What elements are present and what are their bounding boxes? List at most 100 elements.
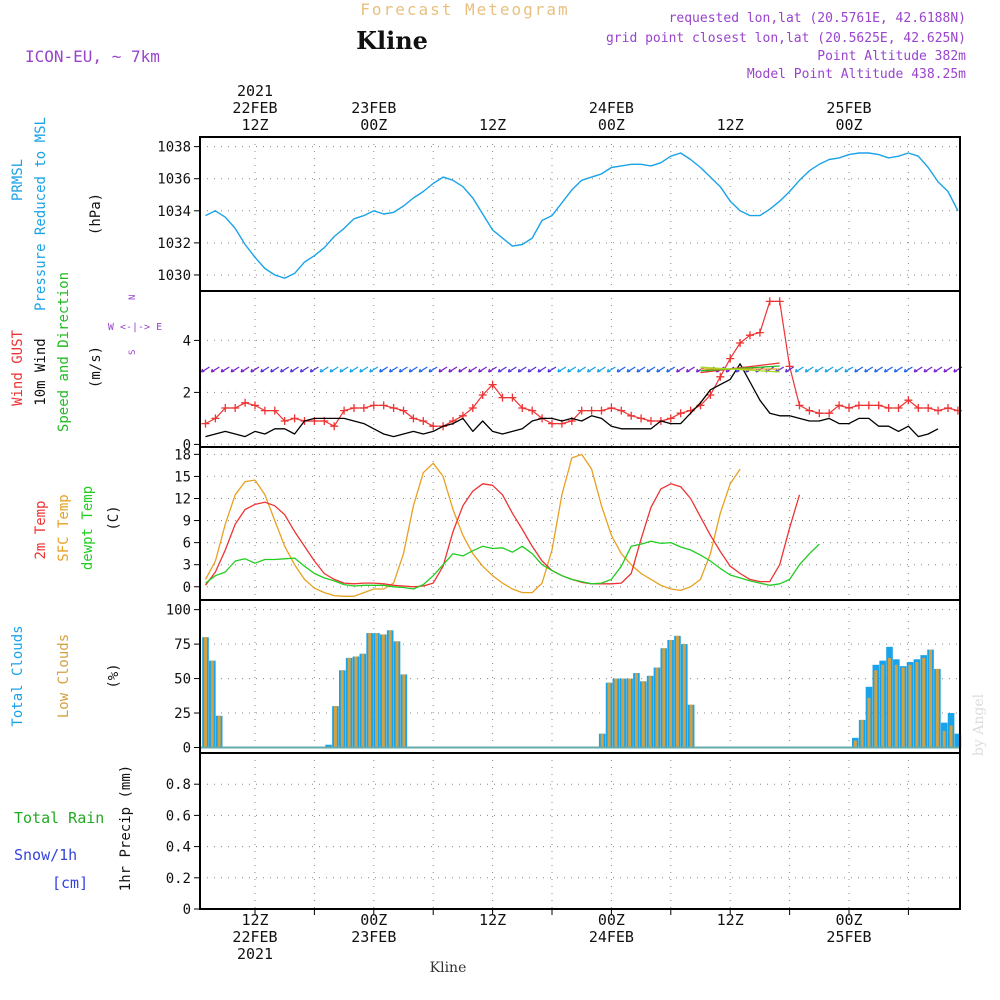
- gust-marker: [765, 297, 774, 306]
- wind-direction-arrow: [369, 366, 379, 373]
- gust-marker: [350, 404, 358, 412]
- low-clouds-bar: [881, 664, 885, 748]
- wind-direction-arrow: [359, 366, 369, 373]
- wind-direction-arrow: [676, 366, 686, 373]
- gust-marker: [894, 404, 903, 412]
- time-label-top: 2021: [237, 82, 273, 100]
- gust-marker: [577, 406, 586, 415]
- wind-direction-arrow: [874, 366, 884, 373]
- gust-marker: [597, 406, 606, 415]
- wind-direction-arrow: [685, 366, 695, 373]
- ylabel-percent: (%): [106, 663, 122, 688]
- low-clouds-bar: [361, 653, 365, 748]
- time-label-bottom: 23FEB: [351, 928, 396, 946]
- wind-direction-arrow: [230, 366, 240, 373]
- wind-direction-arrow: [507, 366, 517, 373]
- wind-direction-arrow: [834, 366, 844, 373]
- pressure-line: [205, 152, 959, 279]
- credit-watermark: by Angel: [971, 693, 987, 756]
- wind-direction-arrow: [537, 366, 547, 373]
- wind-direction-arrow: [784, 366, 794, 373]
- low-clouds-bar: [867, 697, 871, 748]
- wind-direction-arrow: [280, 366, 290, 373]
- wind-direction-arrow: [468, 366, 478, 373]
- wind-direction-arrow: [299, 366, 309, 373]
- gust-marker: [270, 406, 279, 415]
- wind-direction-arrow: [200, 366, 210, 373]
- gust-marker: [280, 417, 289, 425]
- gust-marker: [676, 409, 685, 418]
- compass-we: W <-|-> E: [108, 322, 162, 333]
- footer-location: Kline: [430, 960, 467, 976]
- frames-layer: [194, 136, 961, 915]
- wind-speed-line: [205, 363, 939, 438]
- gust-marker: [260, 406, 269, 415]
- gust-marker: [468, 404, 477, 412]
- ylabel-precip: 1hr Precip (mm): [118, 765, 134, 891]
- low-clouds-bar: [607, 682, 611, 748]
- time-label-bottom: 00Z: [598, 911, 625, 929]
- ytick-label: 3: [183, 558, 191, 574]
- time-label-top: 25FEB: [826, 99, 871, 117]
- wind-direction-arrow: [626, 366, 636, 373]
- wind-direction-arrow: [408, 366, 418, 373]
- ytick-label: 0: [183, 437, 191, 453]
- temp-2m-line: [204, 483, 801, 588]
- gust-marker: [637, 414, 646, 423]
- wind-direction-arrow: [646, 366, 656, 373]
- low-clouds-bar: [210, 660, 214, 748]
- gust-marker: [736, 339, 745, 347]
- gust-marker: [924, 404, 933, 412]
- gust-marker: [290, 414, 299, 423]
- point-altitude: Point Altitude 382m: [817, 49, 966, 64]
- gust-marker: [548, 419, 556, 428]
- wind-direction-arrow: [804, 366, 814, 373]
- ytick-label: 1032: [157, 236, 191, 252]
- gust-marker: [944, 404, 952, 412]
- wind-direction-arrow: [933, 366, 943, 373]
- time-label-top: 00Z: [598, 116, 625, 134]
- gust-marker: [775, 297, 784, 306]
- low-clouds-bar: [381, 634, 385, 748]
- gust-marker: [340, 406, 349, 415]
- gust-marker: [755, 328, 764, 337]
- gust-marker: [231, 404, 240, 412]
- ytick-label: 1034: [157, 204, 191, 220]
- model-label: ICON-EU, ~ 7km: [25, 47, 160, 66]
- low-clouds-bar: [942, 730, 946, 748]
- ylabel-total-clouds: Total Clouds: [10, 625, 26, 726]
- gust-marker: [587, 406, 596, 415]
- time-label-bottom: 12Z: [241, 911, 268, 929]
- strong-wind-arrow: [700, 366, 780, 373]
- wind-direction-arrow: [903, 366, 913, 373]
- ylabel-pressure: Pressure Reduced to MSL: [33, 117, 49, 311]
- ylabel-low-clouds: Low Clouds: [56, 634, 72, 718]
- low-clouds-bar: [614, 678, 618, 748]
- gust-marker: [666, 414, 675, 423]
- time-label-top: 12Z: [479, 116, 506, 134]
- gust-marker: [221, 404, 230, 412]
- data-layer: [200, 152, 963, 749]
- time-label-top: 23FEB: [351, 99, 396, 117]
- grid-layer: [200, 137, 960, 910]
- wind-direction-arrow: [616, 366, 626, 373]
- wind-direction-arrow: [636, 366, 646, 373]
- gust-marker: [904, 396, 913, 405]
- wind-direction-arrow: [547, 366, 557, 373]
- gust-marker: [914, 404, 923, 412]
- wind-direction-arrow: [438, 366, 448, 373]
- low-clouds-bar: [853, 740, 857, 748]
- low-clouds-bar: [634, 673, 638, 748]
- gust-marker: [706, 391, 715, 399]
- gust-marker: [211, 414, 220, 423]
- gust-marker: [874, 401, 883, 410]
- gust-marker: [726, 354, 735, 363]
- ytick-label: 6: [183, 536, 191, 552]
- time-label-top: 12Z: [241, 116, 268, 134]
- wind-direction-arrow: [557, 366, 567, 373]
- gust-marker: [845, 404, 853, 412]
- time-label-bottom: 24FEB: [589, 928, 634, 946]
- wind-direction-arrow: [517, 366, 527, 373]
- gust-marker: [617, 406, 626, 415]
- legend-cm: [cm]: [52, 874, 88, 892]
